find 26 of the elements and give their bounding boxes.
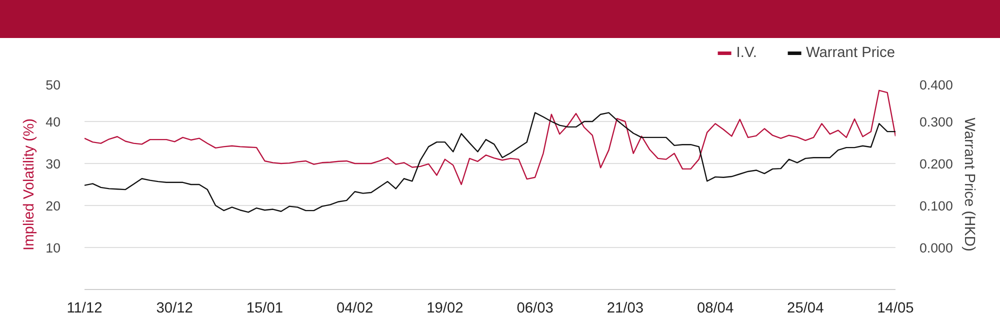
y2-tick-label: 0.200 bbox=[920, 156, 953, 172]
y2-tick-label: 0.000 bbox=[920, 240, 953, 256]
x-tick-label: 04/02 bbox=[336, 300, 374, 316]
y-tick-label: 50 bbox=[46, 78, 61, 92]
x-tick-label: 11/12 bbox=[66, 300, 102, 316]
x-tick-label: 21/03 bbox=[606, 300, 644, 316]
y2-tick-label: 0.300 bbox=[920, 114, 953, 130]
x-tick-label: 08/04 bbox=[696, 300, 734, 316]
legend-label: Warrant Price bbox=[806, 45, 895, 61]
x-tick-label: 14/05 bbox=[877, 300, 914, 316]
line-series bbox=[84, 112, 896, 213]
x-tick-label: 19/02 bbox=[426, 300, 464, 316]
legend-label: I.V. bbox=[736, 45, 757, 61]
x-tick-label: 15/01 bbox=[246, 300, 284, 316]
y-tick-label: 20 bbox=[46, 198, 61, 214]
y-tick-label: 10 bbox=[46, 240, 61, 256]
y2-tick-label: 0.400 bbox=[920, 78, 953, 92]
x-tick-label: 30/12 bbox=[156, 300, 193, 316]
line-series bbox=[84, 90, 896, 186]
y-axis-title: Implied Volatility (%) bbox=[22, 118, 38, 250]
x-tick-label: 06/03 bbox=[516, 300, 554, 316]
y2-axis-title: Warrant Price (HKD) bbox=[960, 118, 977, 252]
y2-tick-label: 0.100 bbox=[920, 198, 953, 214]
x-tick-label: 25/04 bbox=[787, 300, 824, 316]
y-tick-label: 40 bbox=[46, 114, 61, 130]
y-tick-label: 30 bbox=[46, 156, 61, 172]
